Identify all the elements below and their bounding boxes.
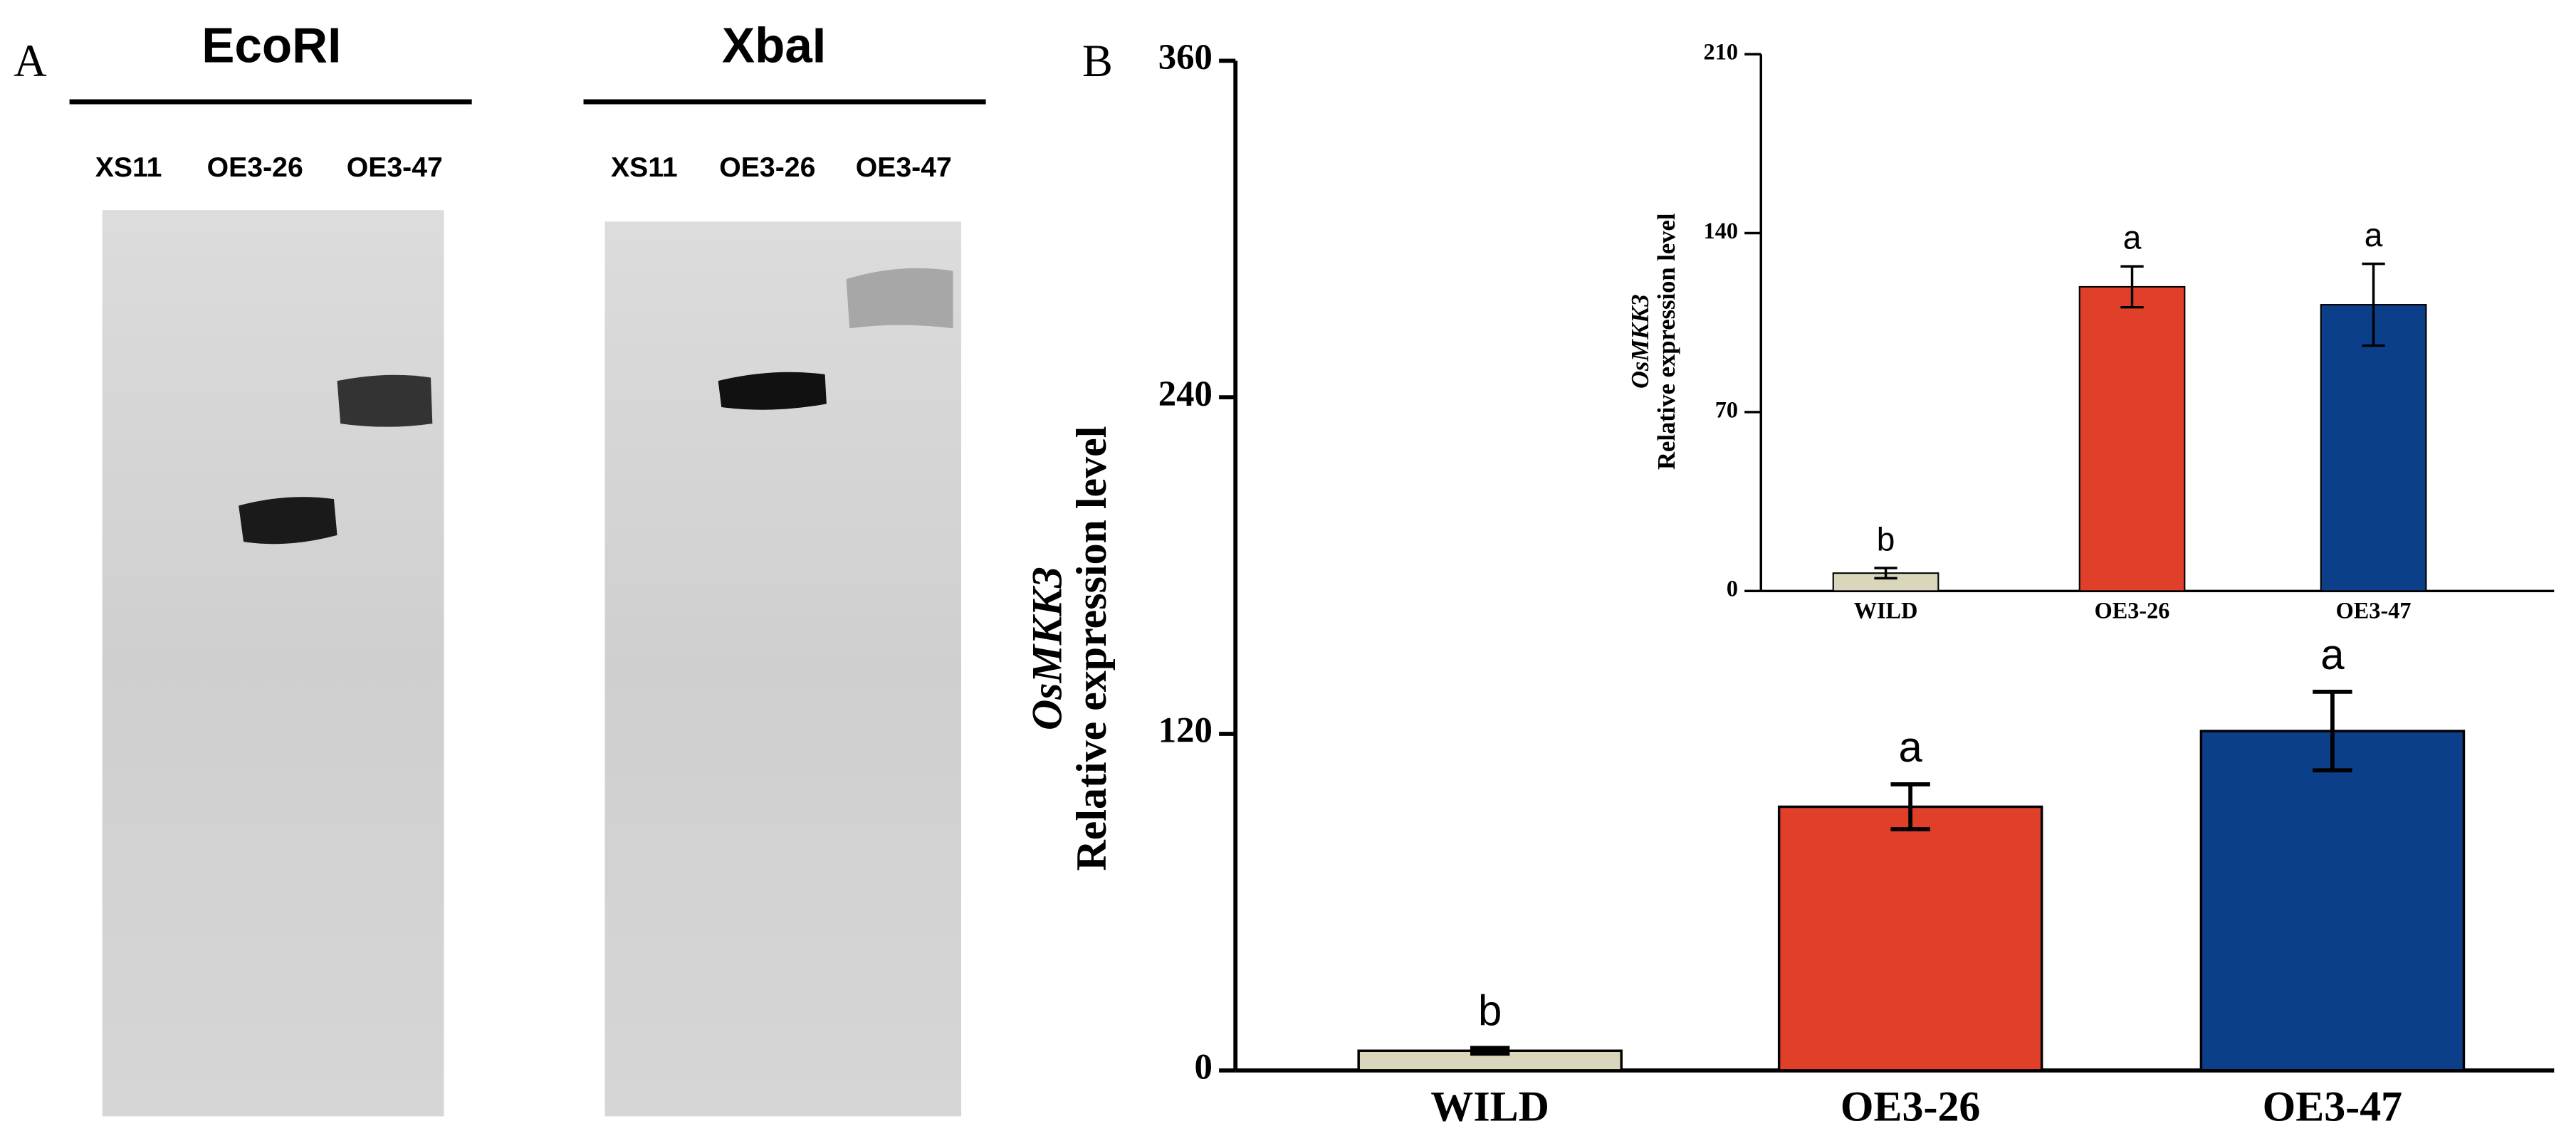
error-bar: [2362, 262, 2385, 347]
panel-label: B: [1082, 35, 1113, 86]
x-tick-label: OE3-47: [2336, 597, 2412, 623]
x-tick-label: WILD: [1854, 597, 1918, 623]
y-tick-label: 0: [1195, 1046, 1213, 1086]
band: [239, 497, 337, 545]
y-axis-label: Relative expression level: [1068, 426, 1115, 871]
blot: [102, 210, 444, 1117]
annotation: a: [2365, 216, 2383, 253]
y-tick-label: 360: [1158, 37, 1213, 77]
annotation: a: [2123, 219, 2142, 256]
x-tick-label: OE3-26: [2095, 597, 2170, 623]
enzyme-label: EcoRI: [201, 17, 341, 73]
x-tick-label: OE3-26: [1841, 1083, 1981, 1130]
y-tick-label: 0: [1727, 576, 1738, 601]
bar: [1777, 805, 2043, 1072]
y-tick-label: 140: [1704, 218, 1738, 243]
y-tick-label: 70: [1715, 396, 1738, 422]
error-bar: [1890, 782, 1930, 831]
annotation: a: [1898, 723, 1922, 771]
error-bar: [2120, 265, 2144, 309]
panel-label: A: [14, 35, 47, 86]
band: [337, 374, 433, 427]
y-tick-label: 210: [1704, 39, 1738, 65]
blot: [604, 221, 962, 1117]
annotation: b: [1478, 987, 1502, 1034]
enzyme-label: XbaI: [722, 17, 826, 73]
error-bar: [1470, 1046, 1510, 1056]
annotation: a: [2320, 631, 2345, 678]
lane-label: XS11: [611, 152, 678, 183]
error-bar: [1874, 567, 1897, 580]
y-axis-label: OsMKK3: [1024, 567, 1071, 730]
y-axis-label: Relative expression level: [1653, 213, 1680, 470]
bar: [2199, 730, 2466, 1072]
annotation: b: [1877, 520, 1895, 557]
band: [718, 372, 827, 410]
lane-label: OE3-26: [719, 152, 815, 183]
lane-label: OE3-26: [207, 152, 303, 183]
lane-label: XS11: [95, 152, 162, 183]
x-tick-label: OE3-47: [2263, 1083, 2403, 1130]
bar: [2320, 304, 2427, 592]
y-tick-label: 240: [1158, 374, 1213, 414]
error-bar: [2313, 690, 2352, 773]
y-axis-label: OsMKK3: [1627, 294, 1654, 389]
y-tick-label: 120: [1158, 710, 1213, 750]
bar: [2078, 285, 2186, 592]
band: [846, 268, 953, 329]
lane-label: OE3-47: [347, 152, 443, 183]
x-tick-label: WILD: [1430, 1083, 1549, 1130]
lane-label: OE3-47: [856, 152, 952, 183]
